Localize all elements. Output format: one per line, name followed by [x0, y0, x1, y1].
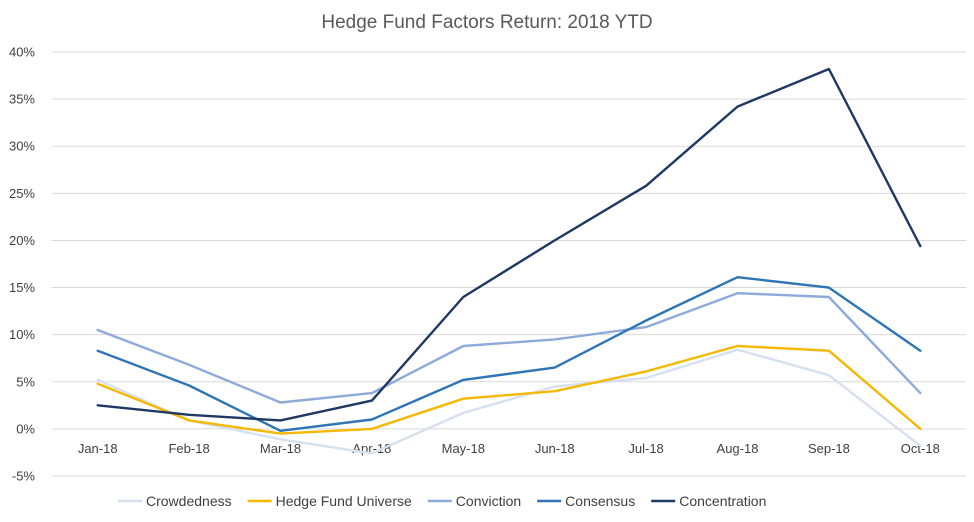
y-axis-ticks: -5% 0% 5% 10% 15% 20% 25% 30% 35% 40%: [9, 45, 35, 484]
x-tick-label: May-18: [442, 441, 485, 456]
legend-item: Consensus: [537, 493, 635, 509]
series-line-conviction: [96, 292, 922, 404]
y-tick-label: 10%: [9, 327, 35, 342]
y-tick-label: -5%: [12, 469, 36, 484]
y-tick-label: 5%: [16, 374, 35, 389]
legend-item: Crowdedness: [118, 493, 232, 509]
y-tick-label: 35%: [9, 92, 35, 107]
y-tick-label: 25%: [9, 186, 35, 201]
legend-label: Crowdedness: [146, 493, 232, 509]
x-tick-label: Aug-18: [717, 441, 759, 456]
chart-title: Hedge Fund Factors Return: 2018 YTD: [321, 12, 652, 33]
series-line-concentration: [96, 67, 922, 422]
x-tick-label: Oct-18: [901, 441, 940, 456]
y-tick-label: 0%: [16, 421, 35, 436]
legend-item: Conviction: [427, 493, 521, 509]
y-tick-label: 20%: [9, 233, 35, 248]
legend-label: Conviction: [456, 493, 521, 509]
series-line-consensus: [96, 276, 922, 432]
legend-label: Concentration: [679, 493, 766, 509]
legend-item: Hedge Fund Universe: [247, 493, 412, 509]
legend-label: Hedge Fund Universe: [276, 493, 412, 509]
series-line-hedge-fund-universe: [96, 344, 922, 435]
series-line-crowdedness: [96, 348, 922, 455]
x-tick-label: Mar-18: [260, 441, 301, 456]
x-axis-ticks: Jan-18 Feb-18 Mar-18 Apr-18 May-18 Jun-18 Jul-…: [78, 441, 940, 456]
x-tick-label: Jun-18: [535, 441, 575, 456]
legend-item: Concentration: [651, 493, 766, 509]
x-tick-label: Jul-18: [628, 441, 663, 456]
x-tick-label: Feb-18: [168, 441, 209, 456]
y-tick-label: 15%: [9, 280, 35, 295]
y-tick-label: 30%: [9, 139, 35, 154]
y-tick-label: 40%: [9, 45, 35, 60]
legend: Crowdedness Hedge Fund Universe Conviction…: [118, 493, 766, 509]
x-tick-label: Jan-18: [78, 441, 118, 456]
legend-label: Consensus: [565, 493, 635, 509]
x-tick-label: Sep-18: [808, 441, 850, 456]
series-lines: [96, 67, 922, 455]
gridlines: [52, 51, 966, 477]
